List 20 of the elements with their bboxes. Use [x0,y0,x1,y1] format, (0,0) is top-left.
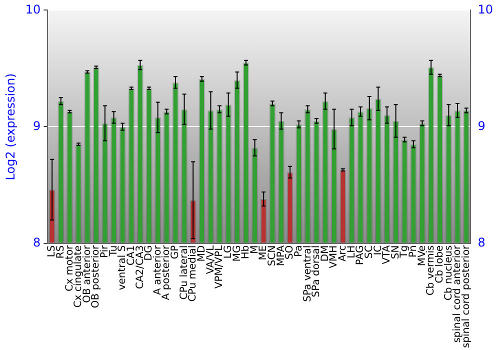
y2-tick-label: 9 [478,118,486,133]
x-tick-label: MVe [416,245,428,266]
x-tick-label: Tg [399,245,410,259]
x-tick-label: A posterior [161,244,172,300]
y-tick-label: 9 [33,118,41,133]
x-tick-label: OB posterior [90,244,102,308]
y-axis-title: Log2 (expression) [3,73,18,180]
y-tick-label: 10 [25,2,41,16]
y2-tick-label: 10 [478,2,494,16]
x-tick-label: Cb lobe [434,245,446,284]
x-tick-label: DG [144,245,155,261]
x-tick-label: CA1 [126,245,137,266]
x-tick-label: SC [364,245,375,259]
y2-tick-label: 8 [478,235,486,250]
x-tick-label: spinal cord posterior [460,244,472,348]
x-tick-label: Pa [293,245,304,258]
x-tick-label: GP [170,245,182,260]
x-tick-label: RS [55,245,66,259]
y-tick-label: 8 [33,235,41,250]
x-tick-label: LG [222,245,234,259]
